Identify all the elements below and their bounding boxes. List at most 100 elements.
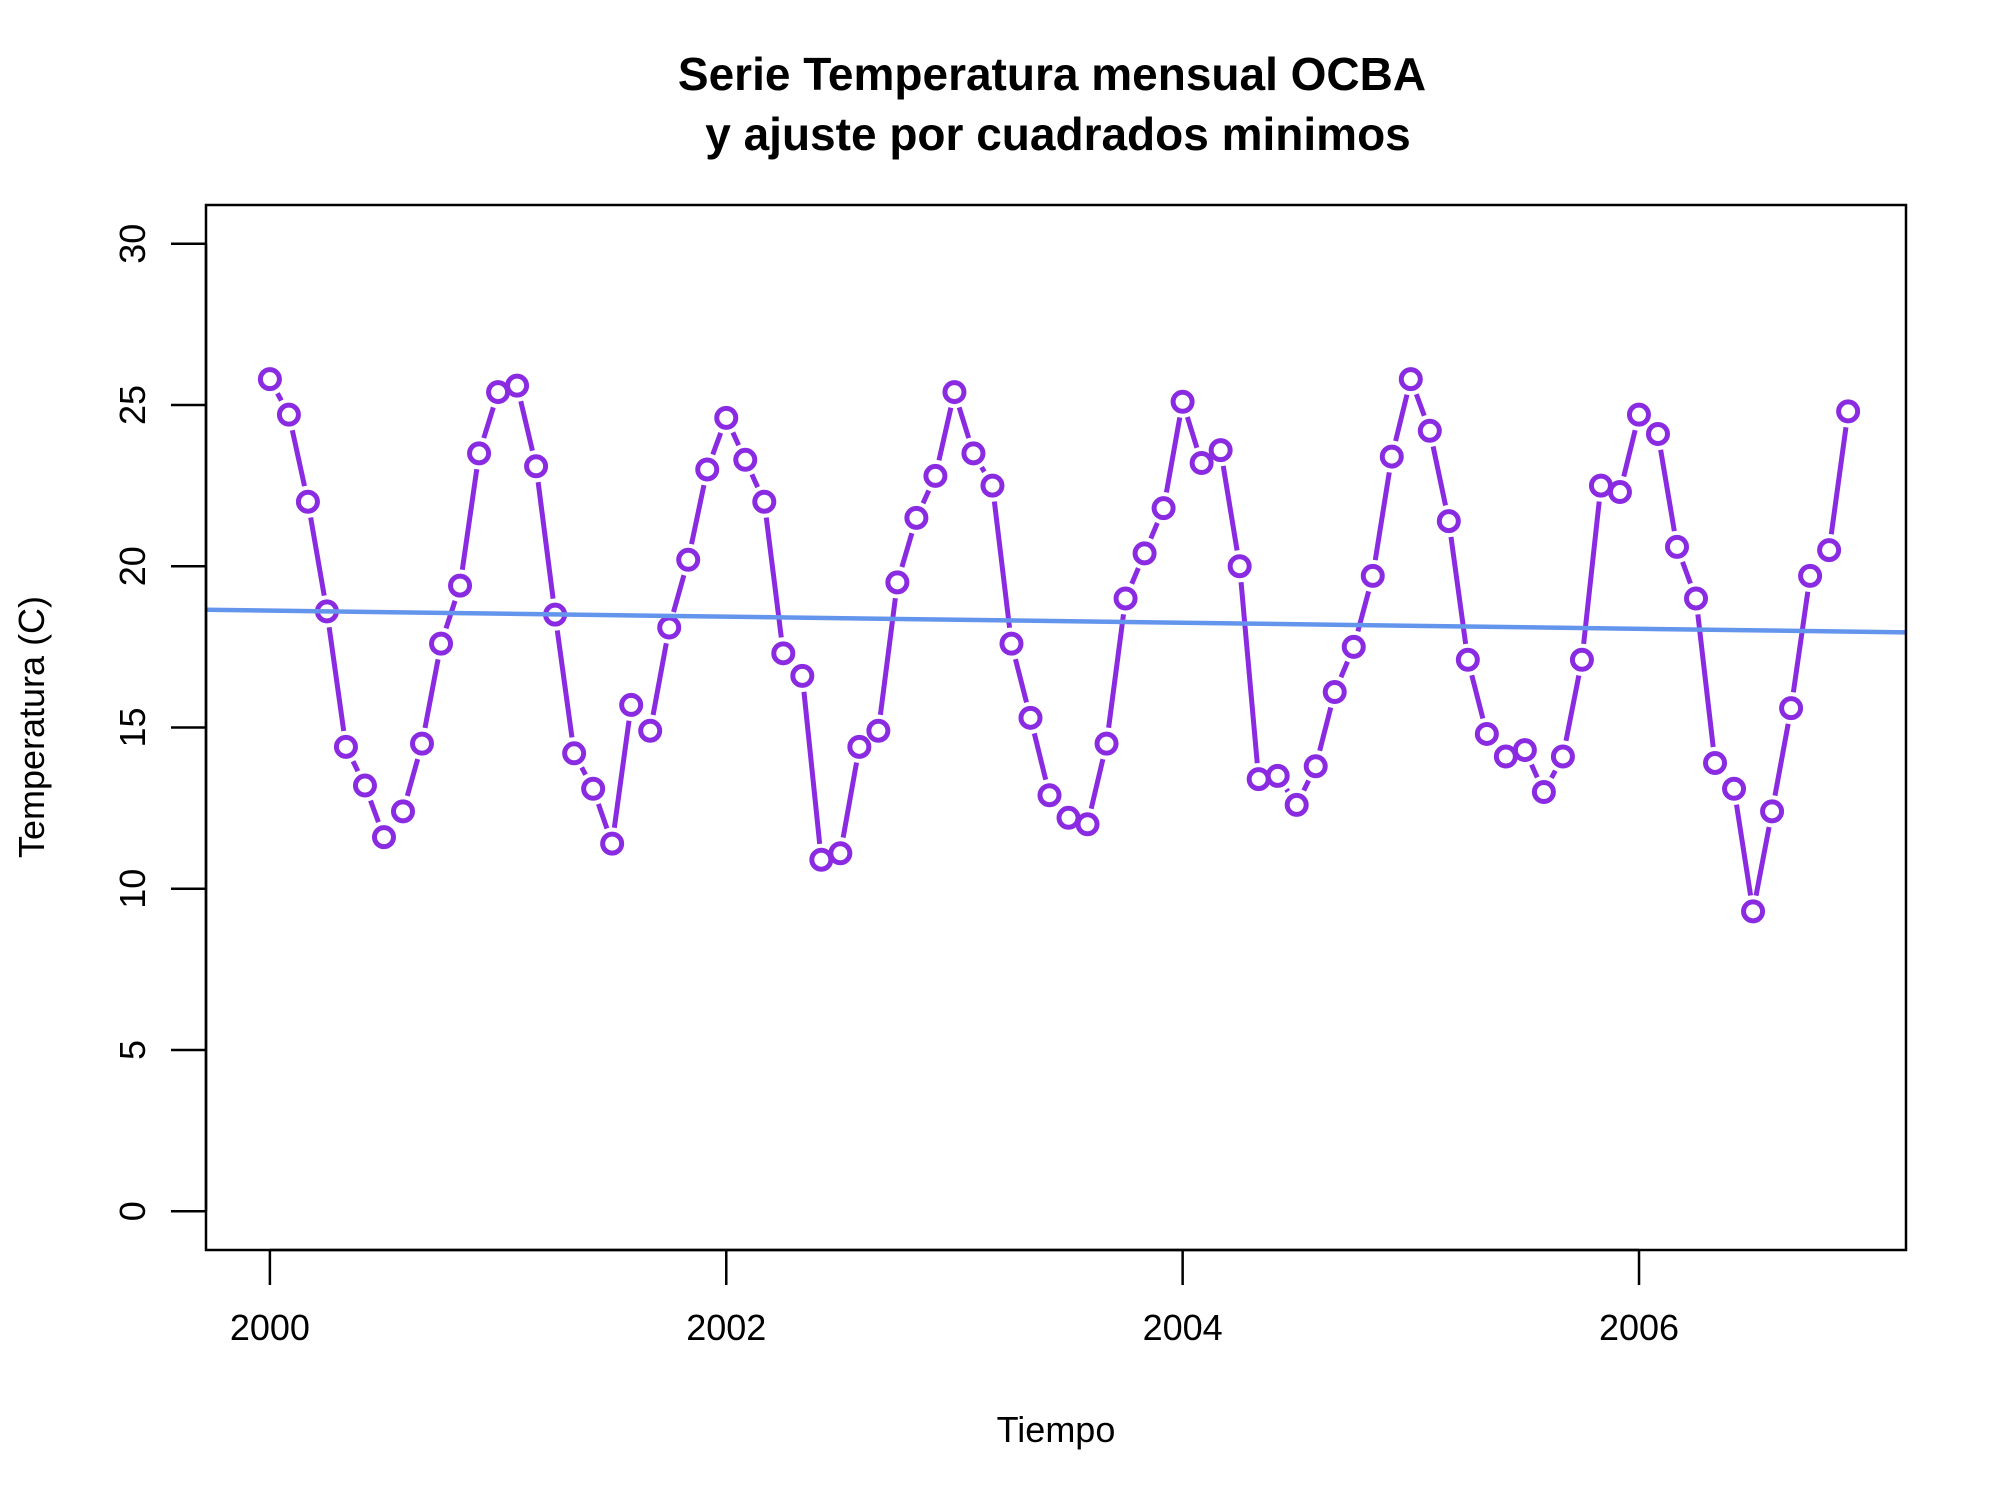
data-point: [923, 463, 948, 488]
data-point: [581, 776, 606, 801]
series-segment: [1088, 758, 1106, 810]
data-point: [1227, 554, 1252, 579]
data-point: [1189, 451, 1214, 476]
series-segment: [840, 762, 860, 838]
series-segment: [1338, 660, 1350, 679]
data-point: [771, 641, 796, 666]
series-segment: [1317, 706, 1334, 752]
series-segment: [326, 626, 347, 732]
y-tick-label: 20: [112, 546, 153, 586]
data-point: [1322, 680, 1347, 705]
series-segment: [422, 658, 441, 729]
series-segment: [979, 465, 987, 474]
data-point: [1474, 721, 1499, 746]
data-point: [448, 573, 473, 598]
data-point: [1436, 509, 1461, 534]
series-segment: [1013, 658, 1029, 703]
series-segment: [1301, 779, 1311, 792]
data-point: [1018, 705, 1043, 730]
x-tick-label: 2006: [1599, 1307, 1679, 1348]
data-point: [961, 441, 986, 466]
data-point: [676, 547, 701, 572]
series-segment: [1184, 416, 1200, 449]
data-point: [295, 489, 320, 514]
y-axis-label: Temperatura (C): [11, 596, 52, 858]
data-point: [524, 454, 549, 479]
series-segment: [1220, 465, 1240, 551]
data-point: [1037, 783, 1062, 808]
series-segment: [1284, 787, 1291, 793]
y-tick-label: 10: [112, 869, 153, 909]
data-point: [752, 489, 777, 514]
data-point: [1588, 473, 1613, 498]
y-tick-label: 5: [112, 1040, 153, 1060]
data-point: [1398, 367, 1423, 392]
series-segment: [1148, 521, 1160, 540]
data-point: [1512, 738, 1537, 763]
series-segment: [481, 406, 496, 439]
data-point: [467, 441, 492, 466]
series-segment: [710, 432, 724, 456]
data-point: [1760, 799, 1785, 824]
series-segment: [579, 766, 588, 776]
series-segment: [1581, 501, 1602, 645]
data-point: [1094, 731, 1119, 756]
series-segment: [991, 501, 1013, 629]
series-segment: [1549, 769, 1558, 780]
data-point: [999, 631, 1024, 656]
data-point: [904, 505, 929, 530]
x-axis: 2000 2002 2004 2006: [230, 1248, 1679, 1348]
data-point: [1664, 534, 1689, 559]
data-point: [1379, 444, 1404, 469]
data-point: [1626, 402, 1651, 427]
series-segment: [1695, 614, 1716, 748]
data-point: [790, 663, 815, 688]
data-point: [1531, 780, 1556, 805]
series-segment: [350, 760, 361, 773]
data-point: [1170, 389, 1195, 414]
data-point: [1798, 563, 1823, 588]
data-point: [809, 847, 834, 872]
series-segment: [920, 489, 932, 505]
series-segment: [1031, 732, 1049, 781]
data-point: [714, 405, 739, 430]
series-segment: [1772, 723, 1791, 797]
series-segment: [671, 574, 687, 613]
series-segment: [289, 429, 307, 487]
series-segment: [518, 400, 535, 452]
data-point: [1132, 541, 1157, 566]
series-segment: [1413, 393, 1427, 417]
data-point: [1151, 496, 1176, 521]
series-segment: [1393, 394, 1410, 442]
y-tick-label: 30: [112, 224, 153, 264]
data-point: [1208, 438, 1233, 463]
data-point: [1056, 805, 1081, 830]
chart-title-line-1: Serie Temperatura mensual OCBA: [678, 48, 1426, 100]
series-segment: [1753, 826, 1772, 897]
data-point: [1684, 586, 1709, 611]
series-segment: [936, 407, 954, 461]
data-point: [1075, 812, 1100, 837]
data-point: [276, 402, 301, 427]
series-segment: [554, 630, 575, 738]
data-point: [371, 825, 396, 850]
data-point: [1341, 634, 1366, 659]
series-segment: [596, 803, 610, 830]
data-point: [1113, 586, 1138, 611]
plot-frame: [204, 203, 1908, 1252]
series-segment: [611, 720, 632, 829]
data-point: [600, 831, 625, 856]
series-segment: [689, 484, 707, 545]
data-point: [352, 773, 377, 798]
data-point: [1607, 480, 1632, 505]
data-point: [1817, 538, 1842, 563]
data-point: [410, 731, 435, 756]
data-point: [505, 373, 530, 398]
series-segment: [749, 473, 760, 489]
series-segment: [368, 799, 381, 824]
series-segment: [650, 642, 669, 716]
series-segment: [1563, 674, 1582, 742]
series-segment: [730, 431, 741, 447]
data-point: [619, 692, 644, 717]
